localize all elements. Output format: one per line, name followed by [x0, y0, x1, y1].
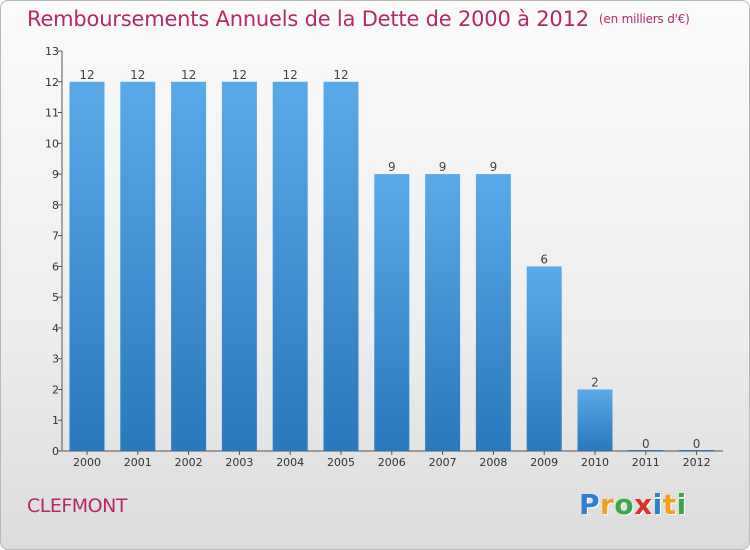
y-tick-label: 10: [45, 137, 59, 150]
bar: [272, 81, 308, 452]
bar: [425, 174, 461, 452]
bar: [120, 81, 156, 452]
chart-subtitle: (en milliers d'€): [598, 12, 690, 26]
data-label: 12: [79, 68, 94, 82]
y-tick-label: 6: [52, 260, 59, 273]
bar: [171, 81, 207, 452]
bar: [628, 450, 664, 451]
y-tick-label: 7: [52, 230, 59, 243]
x-tick-label: 2005: [327, 456, 355, 469]
logo-letter: i: [652, 488, 663, 521]
y-tick-label: 8: [52, 199, 59, 212]
x-tick-label: 2001: [124, 456, 152, 469]
x-tick-label: 2008: [479, 456, 507, 469]
bar: [526, 266, 562, 451]
bar: [323, 81, 359, 452]
y-tick-label: 1: [52, 414, 59, 427]
bar: [475, 174, 511, 452]
y-tick-label: 0: [52, 445, 59, 458]
commune-name: CLEFMONT: [27, 495, 127, 517]
logo-letter: P: [579, 488, 601, 521]
x-tick-label: 2003: [225, 456, 253, 469]
proxiti-logo: Proxiti: [579, 488, 687, 521]
y-tick-label: 3: [52, 353, 59, 366]
x-tick-label: 2011: [632, 456, 660, 469]
bars: [69, 81, 715, 452]
y-tick-label: 4: [52, 322, 59, 335]
bar: [69, 81, 105, 452]
logo-letter: r: [600, 488, 615, 521]
logo-letter: o: [614, 488, 635, 521]
bar: [679, 450, 715, 451]
data-label: 12: [232, 68, 247, 82]
data-label: 9: [439, 160, 447, 174]
data-label: 9: [388, 160, 396, 174]
y-tick-label: 12: [45, 76, 59, 89]
chart-title: Remboursements Annuels de la Dette de 20…: [27, 7, 690, 31]
data-label: 12: [181, 68, 196, 82]
data-label: 0: [693, 437, 701, 451]
y-tick-label: 9: [52, 168, 59, 181]
data-label: 12: [283, 68, 298, 82]
data-label: 9: [490, 160, 498, 174]
data-labels: 12 12 12 12 12 12 9 9 9 6 2 0 0: [79, 68, 700, 451]
y-tick-label: 5: [52, 291, 59, 304]
x-tick-label: 2000: [73, 456, 101, 469]
data-label: 2: [591, 375, 599, 389]
x-tick-label: 2009: [530, 456, 558, 469]
bar: [221, 81, 257, 452]
data-label: 12: [333, 68, 348, 82]
x-tick-label: 2010: [581, 456, 609, 469]
title-text: Remboursements Annuels de la Dette de 20…: [27, 7, 589, 31]
x-tick-label: 2004: [276, 456, 304, 469]
data-label: 6: [540, 252, 548, 266]
data-label: 12: [130, 68, 145, 82]
y-tick-label: 13: [45, 45, 59, 58]
y-tick-label: 11: [45, 107, 59, 120]
x-tick-label: 2007: [429, 456, 457, 469]
x-tick-label: 2002: [175, 456, 203, 469]
x-tick-label: 2006: [378, 456, 406, 469]
logo-letter: i: [676, 488, 687, 521]
logo-letter: x: [634, 488, 653, 521]
data-label: 0: [642, 437, 650, 451]
logo-letter: t: [662, 488, 677, 521]
bar: [577, 389, 613, 451]
bar: [374, 174, 410, 452]
x-tick-label: 2012: [683, 456, 711, 469]
y-tick-label: 2: [52, 383, 59, 396]
